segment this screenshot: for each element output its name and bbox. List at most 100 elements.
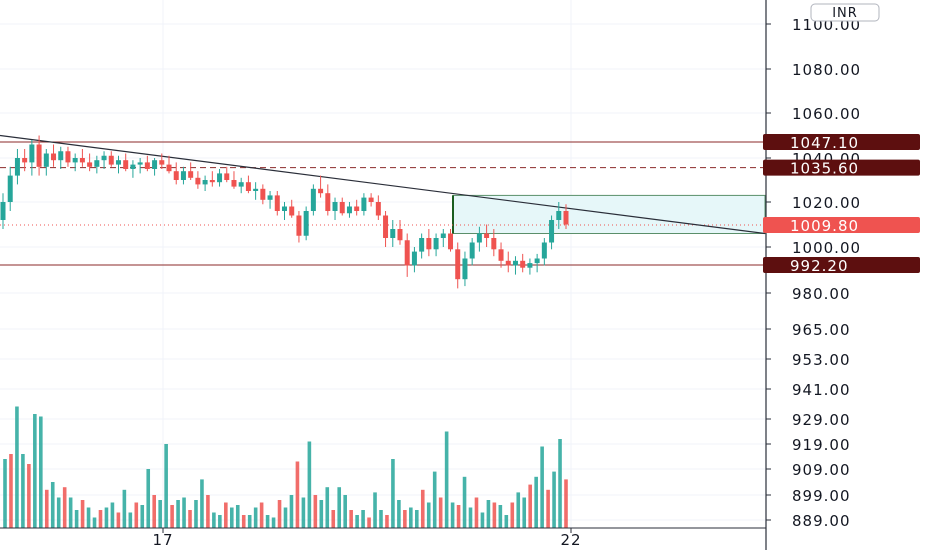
volume-bar [265,515,270,528]
candle-body [426,238,432,250]
volume-bar [241,515,246,528]
candle-body [419,238,425,252]
candle-body [484,233,490,238]
candle-body [58,151,64,161]
volume-bar [80,500,85,528]
volume-bar [74,510,79,528]
volume-bar [200,479,204,528]
volume-bar [50,482,55,528]
volume-bar [27,464,31,528]
volume-bar [540,446,544,528]
volume-bar [283,507,288,528]
volume-bar [432,471,437,528]
volume-bar [480,512,485,528]
volume-bar [289,495,294,528]
candle-body [253,188,259,191]
volume-bar [140,505,145,528]
price-tick-label: 1000.00 [792,239,861,257]
candle-body [65,151,71,163]
volume-bar [462,476,467,528]
volume-bar [391,459,395,528]
volume-bar [295,461,300,528]
candle-body [14,158,20,176]
volume-bar [486,500,491,528]
volume-bar [403,510,407,528]
price-tick-label: 1060.00 [792,105,861,123]
candle-body [159,160,165,165]
volume-bar [33,414,37,528]
volume-bar [301,497,306,528]
candle-body [245,182,251,191]
candle-body [7,175,13,202]
volume-bar [86,507,91,528]
volume-bar [21,454,25,528]
volume-bar [414,510,419,528]
candle-body [505,260,511,266]
candle-body [375,202,381,216]
candle-body [166,164,172,172]
volume-bar [319,500,324,528]
candle-body [202,180,208,185]
candle-body [556,211,562,220]
level-price-tag [763,256,920,273]
candle-body [325,193,331,211]
trendline [0,134,766,235]
volume-bar [39,416,43,528]
price-tick-label: 919.00 [792,436,851,454]
volume-bar [349,510,353,528]
candle-body [563,211,569,225]
volume-bar [212,512,216,528]
candle-body [469,242,475,259]
volume-bar [409,507,413,528]
candle-body [397,229,403,241]
price-tick-label: 889.00 [792,512,851,530]
volume-bar [420,489,425,528]
candle-body [354,206,360,211]
candle-body [303,211,309,236]
candle-body [173,171,179,180]
candle-body [534,258,540,264]
candle-body [448,233,454,250]
level-price-text: 1047.10 [790,134,859,152]
candle-body [368,197,374,202]
volume-bar [206,495,210,528]
candle-body [51,153,57,161]
price-tick-label: 965.00 [792,321,851,339]
volume-bar [558,439,562,528]
volume-bar [498,505,503,528]
last-price-text: 1009.80 [790,217,859,235]
volume-bar [170,505,174,528]
time-tick-label: 17 [152,531,173,549]
volume-bar [492,502,497,528]
candle-body [310,188,316,211]
candle-body [144,162,150,169]
candle-body [101,155,107,161]
volume-bar [128,512,133,528]
volume-bar [516,492,521,528]
volume-bar [343,495,347,528]
volume-bar [528,484,532,528]
volume-bar [44,489,49,528]
candle-body [130,164,136,169]
candle-body [296,215,302,236]
candle-body [43,153,49,167]
volume-bar [510,502,515,528]
price-tick-label: 1080.00 [792,61,861,79]
volume-bar [182,497,186,528]
price-tick-label: 929.00 [792,411,851,429]
candle-body [404,240,410,266]
volume-bar [15,406,19,528]
volume-bar [450,502,455,528]
candle-body [491,238,497,250]
candle-body [195,177,201,185]
candle-body [512,260,518,266]
time-tick-label: 22 [560,531,581,549]
price-tick-label: 980.00 [792,285,851,303]
candle-body [282,206,287,211]
candle-body [549,220,555,243]
candle-body [123,160,129,169]
currency-label: INR [832,6,858,21]
last-price-tag [763,216,920,233]
volume-bar [152,495,157,528]
